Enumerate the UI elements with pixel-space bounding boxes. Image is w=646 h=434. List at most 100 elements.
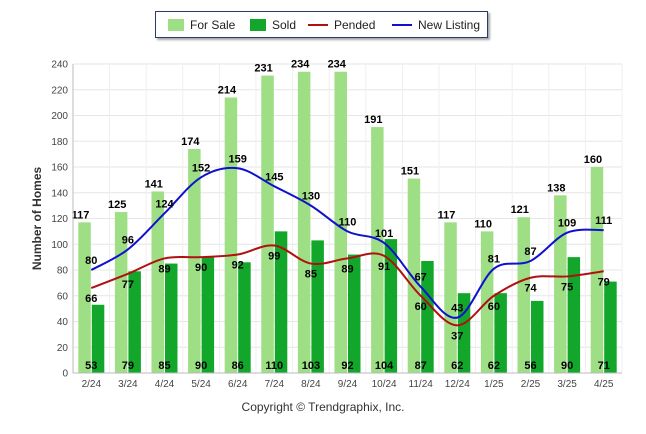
legend-label-for-sale: For Sale (190, 17, 236, 32)
data-label-for-sale: 160 (584, 154, 602, 166)
data-label-sold: 104 (375, 360, 394, 372)
data-label-new-listing: 67 (415, 272, 427, 284)
data-label-new-listing: 43 (451, 303, 463, 315)
data-label-sold: 85 (158, 360, 170, 372)
data-label-sold: 87 (415, 360, 427, 372)
bar-sold (201, 257, 215, 373)
legend-item-new-listing[interactable]: New Listing (392, 12, 480, 37)
data-label-for-sale: 214 (218, 84, 237, 96)
x-tick-label: 1/25 (484, 379, 504, 390)
bar-for-sale (590, 167, 604, 373)
copyright-text: Copyright © Trendgraphix, Inc. (241, 400, 405, 414)
x-tick-label: 8/24 (301, 379, 321, 390)
y-tick-label: 200 (51, 111, 68, 122)
y-tick-label: 240 (51, 60, 68, 71)
x-tick-label: 9/24 (338, 379, 358, 390)
y-tick-label: 100 (51, 240, 68, 251)
legend-swatch-for-sale (168, 18, 184, 31)
data-label-for-sale: 110 (474, 218, 492, 230)
bar-for-sale (444, 222, 457, 373)
x-tick-label: 2/25 (521, 379, 541, 390)
data-label-pended: 79 (598, 276, 610, 288)
x-tick-label: 7/24 (265, 379, 285, 390)
data-label-pended: 85 (305, 269, 317, 281)
data-label-new-listing: 159 (229, 153, 247, 165)
y-tick-label: 220 (51, 85, 68, 96)
legend-item-for-sale[interactable]: For Sale (168, 12, 235, 37)
data-label-for-sale: 141 (145, 178, 163, 190)
y-axis-title: Number of Homes (30, 167, 44, 271)
data-label-sold: 56 (524, 360, 536, 372)
bar-for-sale (334, 71, 347, 373)
data-label-pended: 75 (561, 281, 573, 293)
data-label-for-sale: 121 (511, 204, 529, 216)
data-label-new-listing: 109 (558, 218, 576, 230)
y-tick-label: 20 (57, 343, 69, 354)
chart-axes: 0 20 40 60 80 100 120 140 160 180 200 220 240 Number … (30, 60, 622, 390)
bar-sold (311, 240, 324, 373)
data-label-sold: 53 (85, 360, 97, 372)
bar-sold (604, 281, 617, 373)
data-label-for-sale: 234 (328, 59, 347, 71)
legend-item-sold[interactable]: Sold (250, 12, 296, 37)
bar-sold (274, 231, 288, 373)
data-label-pended: 37 (451, 330, 463, 342)
chart-legend: For Sale Sold Pended New Listing (155, 11, 488, 38)
bar-sold (494, 293, 507, 373)
data-label-new-listing: 81 (488, 254, 500, 266)
y-tick-label: 0 (62, 369, 68, 380)
bar-sold (421, 260, 434, 373)
bar-for-sale (371, 127, 384, 374)
bar-sold (457, 293, 471, 373)
data-label-sold: 62 (451, 360, 463, 372)
x-tick-label: 3/25 (557, 379, 577, 390)
x-tick-label: 6/24 (228, 379, 248, 390)
x-tick-label: 3/24 (118, 379, 138, 390)
x-tick-label: 4/24 (155, 379, 175, 390)
x-tick-label: 4/25 (594, 379, 614, 390)
data-label-sold: 86 (232, 360, 244, 372)
data-label-sold: 92 (341, 360, 353, 372)
data-label-sold: 79 (122, 360, 134, 372)
data-label-new-listing: 111 (595, 215, 612, 227)
bar-for-sale (517, 217, 530, 373)
data-label-new-listing: 80 (85, 255, 97, 267)
data-label-pended: 99 (268, 251, 280, 263)
x-tick-label: 10/24 (372, 379, 397, 390)
y-tick-label: 80 (57, 266, 69, 277)
data-label-for-sale: 117 (72, 209, 90, 221)
data-label-pended: 77 (122, 279, 134, 291)
bar-for-sale (261, 75, 274, 374)
bar-for-sale (224, 97, 238, 373)
data-label-pended: 90 (195, 262, 207, 274)
chart-data-labels: 117 53 125 79 141 85 174 90 214 86 231 110 234 103 234… (72, 59, 613, 372)
data-label-new-listing: 124 (155, 198, 174, 210)
line-pended (90, 244, 604, 327)
legend-item-pended[interactable]: Pended (308, 12, 375, 37)
data-label-for-sale: 191 (364, 114, 382, 126)
data-label-new-listing: 145 (265, 171, 283, 183)
data-label-for-sale: 117 (438, 209, 456, 221)
bar-for-sale (151, 191, 164, 373)
data-label-pended: 89 (341, 263, 353, 275)
data-label-pended: 89 (158, 263, 170, 275)
data-label-pended: 74 (524, 283, 537, 295)
data-label-new-listing: 152 (192, 162, 210, 174)
data-label-new-listing: 87 (524, 246, 536, 258)
data-label-pended: 92 (232, 260, 244, 272)
bar-sold (238, 262, 251, 373)
legend-line-new-listing (392, 23, 412, 26)
data-label-sold: 90 (561, 360, 573, 372)
data-label-sold: 62 (488, 360, 500, 372)
bar-sold (384, 239, 398, 373)
data-label-sold: 71 (598, 360, 610, 372)
data-label-pended: 91 (378, 261, 390, 273)
legend-label-new-listing: New Listing (418, 17, 481, 32)
legend-swatch-sold (250, 18, 266, 31)
data-label-for-sale: 138 (547, 182, 565, 194)
bar-sold (531, 300, 544, 373)
y-tick-label: 180 (51, 137, 68, 148)
data-label-for-sale: 151 (401, 166, 419, 178)
y-tick-label: 160 (51, 163, 68, 174)
